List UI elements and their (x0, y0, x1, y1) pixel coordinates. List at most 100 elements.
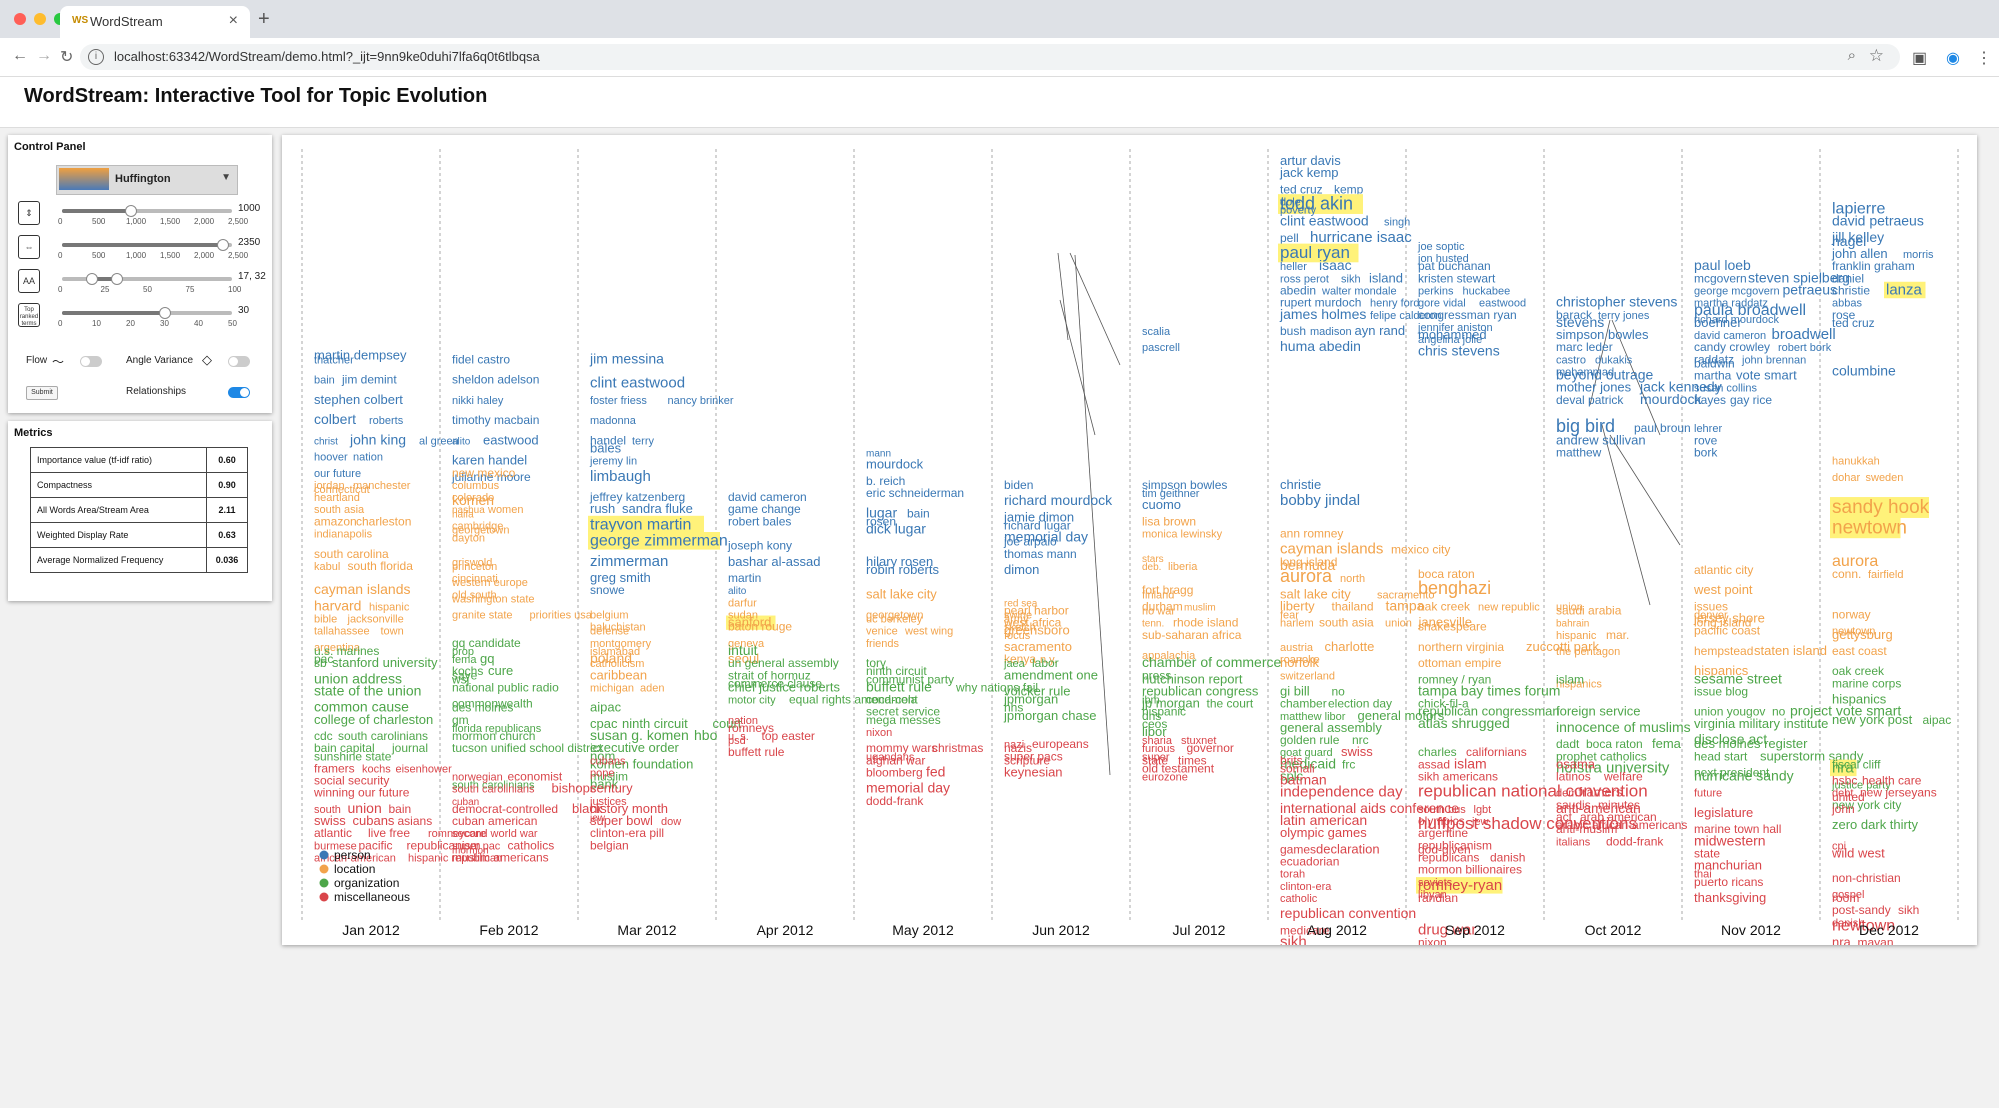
word-miscellaneous[interactable]: californians (1466, 745, 1527, 759)
word-miscellaneous[interactable]: african-american (314, 853, 396, 865)
close-tab-icon[interactable]: × (228, 12, 238, 29)
word-person[interactable]: artur davis (1280, 153, 1341, 168)
word-miscellaneous[interactable]: ecuadorian (1280, 855, 1339, 869)
word-miscellaneous[interactable]: games (1280, 842, 1316, 856)
word-miscellaneous[interactable]: nixon (866, 727, 892, 739)
word-miscellaneous[interactable]: independence day (1280, 784, 1403, 801)
slider-handle-max[interactable] (111, 273, 124, 285)
word-organization[interactable]: saye (452, 668, 478, 682)
word-organization[interactable]: general motors (1358, 708, 1445, 723)
word-person[interactable]: paul broun (1634, 421, 1691, 435)
word-organization[interactable]: nrc (1352, 733, 1369, 747)
word-person[interactable]: marc leder (1556, 340, 1613, 354)
word-location[interactable]: hispanic (369, 601, 410, 613)
word-location[interactable]: army (1004, 614, 1029, 626)
word-location[interactable]: salt lake city (1280, 586, 1351, 601)
word-organization[interactable]: florida republicans (452, 723, 542, 735)
word-miscellaneous[interactable]: thai (1694, 869, 1712, 881)
word-miscellaneous[interactable]: swiss (314, 813, 346, 828)
word-person[interactable]: colbert (314, 411, 356, 427)
word-miscellaneous[interactable]: legislature (1694, 805, 1753, 820)
word-person[interactable]: b. reich (866, 474, 905, 488)
word-person[interactable]: our future (314, 468, 361, 480)
word-person[interactable]: game change (728, 502, 801, 516)
word-miscellaneous[interactable]: john (1831, 802, 1855, 816)
word-location[interactable]: south carolina (314, 547, 389, 561)
word-miscellaneous[interactable]: arab american (1580, 810, 1657, 824)
word-organization[interactable]: volcker rule (1004, 683, 1070, 698)
word-miscellaneous[interactable]: atlantic (314, 826, 352, 840)
word-person[interactable]: dimon (1004, 562, 1039, 577)
word-location[interactable]: islamabad (590, 646, 640, 658)
word-location[interactable]: tampa (1386, 597, 1425, 613)
word-person[interactable]: john king (349, 431, 406, 447)
word-person[interactable]: jeremy lin (589, 456, 637, 468)
word-location[interactable]: aurora (1280, 566, 1333, 586)
word-location[interactable]: staten island (1754, 643, 1827, 658)
word-location[interactable]: northern virginia (1418, 640, 1504, 654)
word-organization[interactable]: amendment one (1004, 667, 1098, 682)
word-person[interactable]: john allen (1831, 246, 1888, 261)
word-miscellaneous[interactable]: economist (508, 770, 563, 784)
word-person[interactable]: sandra fluke (622, 501, 693, 516)
word-location[interactable]: appalachia (1142, 650, 1196, 662)
word-miscellaneous[interactable]: dow (661, 816, 681, 828)
word-location[interactable]: baluchistan (590, 622, 646, 634)
word-organization[interactable]: mega messes (866, 713, 941, 727)
word-location[interactable]: aurora (1832, 553, 1878, 570)
word-organization[interactable]: dadt (1556, 737, 1580, 751)
word-location[interactable]: mexico city (1391, 543, 1450, 557)
word-miscellaneous[interactable]: framers (314, 761, 355, 775)
word-location[interactable]: georgetown (452, 524, 510, 536)
word-person[interactable]: bobby jindal (1280, 492, 1360, 509)
word-person[interactable]: broadwell (1772, 326, 1836, 343)
word-organization[interactable]: tory (866, 656, 886, 670)
word-location[interactable]: aden (640, 682, 664, 694)
word-person[interactable]: richard mourdock (1004, 492, 1113, 508)
word-location[interactable]: saudi arabia (1556, 603, 1622, 617)
word-organization[interactable]: wsj (451, 672, 469, 686)
word-person[interactable]: david petraeus (1832, 213, 1924, 229)
word-person[interactable]: matthew (1556, 446, 1602, 460)
word-location[interactable]: cayman islands (1280, 541, 1383, 558)
word-miscellaneous[interactable]: super pac (452, 840, 501, 852)
word-organization[interactable]: motor city (728, 695, 776, 707)
word-organization[interactable]: cdc (314, 729, 333, 743)
word-miscellaneous[interactable]: health care (1862, 774, 1922, 788)
word-person[interactable]: mourdock (866, 457, 924, 472)
word-person[interactable]: gay rice (1730, 393, 1772, 407)
word-miscellaneous[interactable]: international aids conference (1280, 800, 1459, 816)
word-person[interactable]: ted cruz (1280, 182, 1323, 196)
word-miscellaneous[interactable]: post-sandy (1832, 903, 1891, 917)
word-organization[interactable]: project vote smart (1790, 703, 1901, 719)
word-location[interactable]: bermuda (1280, 557, 1335, 573)
word-person[interactable]: eastwood (1479, 298, 1526, 310)
word-organization[interactable]: coca-cola (866, 693, 918, 707)
word-organization[interactable]: no (1332, 684, 1346, 698)
word-person[interactable]: castro (1556, 354, 1586, 366)
word-person[interactable]: eastwood (483, 432, 539, 447)
word-miscellaneous[interactable]: afghan war (866, 753, 925, 767)
word-organization[interactable]: common cause (314, 699, 409, 715)
word-location[interactable]: old south (452, 589, 497, 601)
word-organization[interactable]: strait of hormuz (728, 668, 811, 682)
word-location[interactable]: haifa (452, 509, 474, 520)
word-location[interactable]: belgium (590, 610, 629, 622)
word-organization[interactable]: commerce clause (728, 676, 822, 690)
word-person[interactable]: kristen stewart (1418, 271, 1496, 285)
word-person[interactable]: felipe calderon (1370, 310, 1442, 322)
word-organization[interactable]: chamber of commerce (1142, 654, 1281, 670)
word-miscellaneous[interactable]: state (1694, 846, 1720, 860)
word-location[interactable]: women (487, 504, 523, 516)
word-organization[interactable]: republican congress (1142, 683, 1259, 698)
word-miscellaneous[interactable]: pope (590, 767, 614, 779)
word-organization[interactable]: republican congressman (1418, 704, 1560, 719)
word-miscellaneous[interactable]: danish (1490, 851, 1525, 865)
word-location[interactable]: sacramento (1377, 589, 1434, 601)
word-organization[interactable]: journal (391, 741, 428, 755)
word-miscellaneous[interactable]: bloomberg (866, 765, 923, 779)
word-miscellaneous[interactable]: arabic african-americans (1556, 818, 1687, 832)
word-person[interactable]: paula broadwell (1694, 302, 1806, 319)
word-location[interactable]: rhode island (1173, 616, 1238, 630)
word-location[interactable]: connecticut (314, 484, 370, 496)
